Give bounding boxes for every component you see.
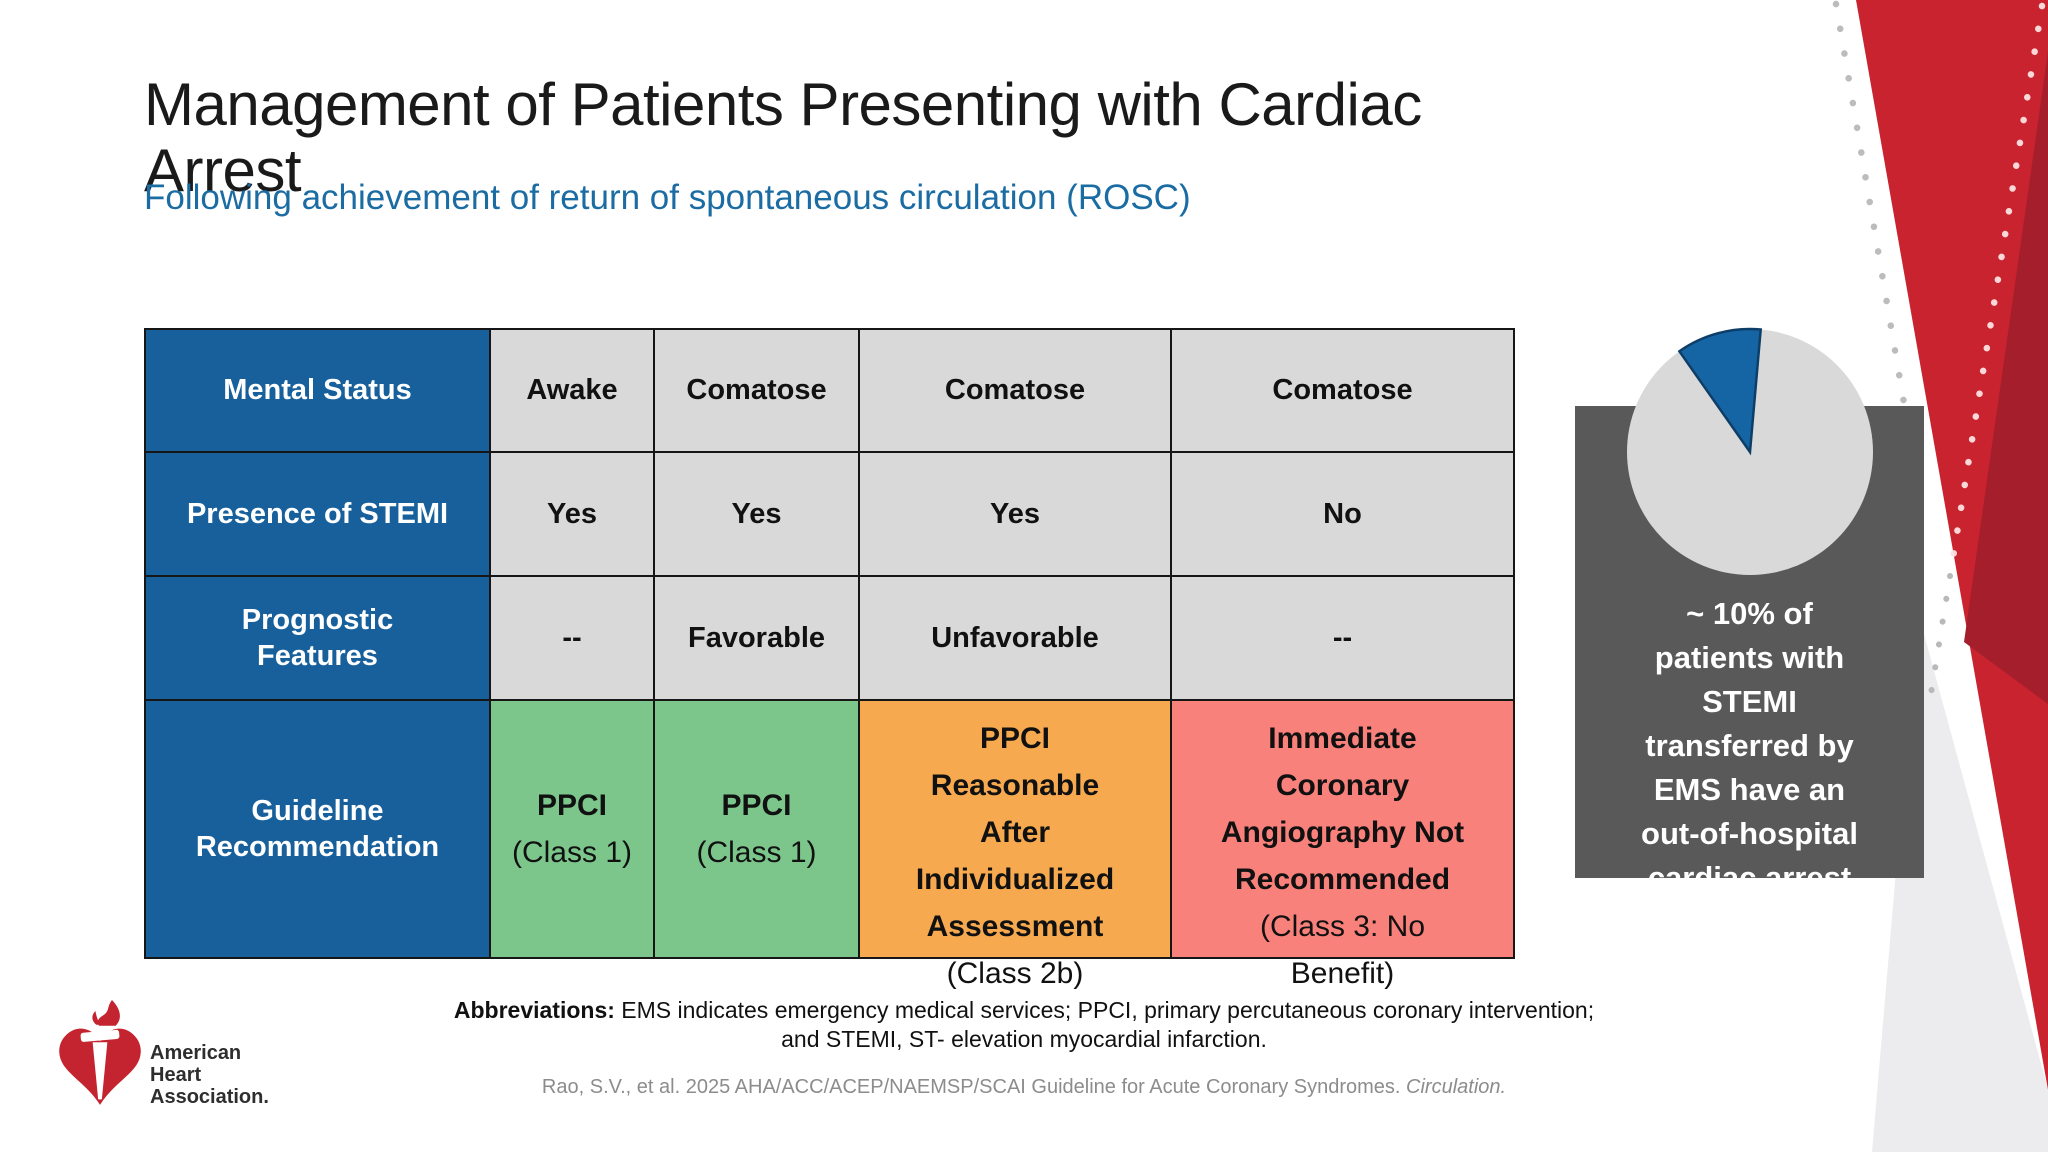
row-header-presence-of-stemi: Presence of STEMI: [146, 453, 489, 575]
row-header-guideline-recommendation: Guideline Recommendation: [146, 701, 489, 957]
citation-journal: Circulation.: [1406, 1076, 1507, 1098]
table-cell: Comatose: [655, 330, 858, 451]
recommendation-main: Immediate Coronary Angiography Not Recom…: [1220, 722, 1465, 896]
red-wedge: [1856, 0, 2048, 1090]
recommendation-main: PPCI: [721, 789, 792, 822]
dark-red-wedge: [1964, 52, 2048, 704]
table-cell: --: [1172, 577, 1513, 699]
citation-text: Rao, S.V., et al. 2025 AHA/ACC/ACEP/NAEM…: [541, 1076, 1401, 1098]
abbreviations-line2: and STEMI, ST- elevation myocardial infa…: [781, 1026, 1267, 1052]
dotted-line-left: [1832, 0, 1918, 466]
footer-citation: Rao, S.V., et al. 2025 AHA/ACC/ACEP/NAEM…: [84, 1076, 1964, 1099]
pie-chart: [1627, 327, 1873, 575]
aha-heart-torch-icon: [59, 999, 141, 1105]
table-cell: Yes: [491, 453, 653, 575]
recommendation-class: (Class 3: No Benefit): [1259, 910, 1426, 990]
table-cell: --: [491, 577, 653, 699]
page-subtitle: Following achievement of return of spont…: [144, 178, 1191, 217]
recommendation-main: PPCI Reasonable After Individualized Ass…: [915, 722, 1115, 943]
page-title: Management of Patients Presenting with C…: [144, 71, 1422, 204]
pie-slice-10pct: [1677, 327, 1763, 456]
row-header-mental-status: Mental Status: [146, 330, 489, 451]
aha-logo: American Heart Association.: [48, 992, 378, 1122]
table-cell: Comatose: [1172, 330, 1513, 451]
row-header-prognostic-features: Prognostic Features: [146, 577, 489, 699]
table-cell: Comatose: [860, 330, 1170, 451]
recommendation-cell: Immediate Coronary Angiography Not Recom…: [1172, 701, 1513, 990]
recommendation-cell: PPCI (Class 1): [655, 701, 858, 957]
table-cell: No: [1172, 453, 1513, 575]
recommendation-main: PPCI: [536, 789, 608, 822]
abbreviations-label: Abbreviations:: [453, 997, 615, 1023]
table-cell: Yes: [860, 453, 1170, 575]
recommendation-cell: PPCI Reasonable After Individualized Ass…: [860, 701, 1170, 990]
aha-logo-text: American Heart Association.: [150, 1042, 269, 1108]
table-cell: Yes: [655, 453, 858, 575]
table-cell: Awake: [491, 330, 653, 451]
recommendation-class: (Class 1): [696, 836, 817, 869]
table-cell: Unfavorable: [860, 577, 1170, 699]
footer-abbreviations: Abbreviations: EMS indicates emergency m…: [84, 996, 1964, 1054]
table-cell: Favorable: [655, 577, 858, 699]
stat-callout-text: ~ 10% of patients with STEMI transferred…: [1641, 596, 1858, 878]
recommendation-cell: PPCI (Class 1): [491, 701, 653, 957]
abbreviations-line1: Abbreviations: EMS indicates emergency m…: [453, 997, 1595, 1023]
dotted-line-right-upper: [1949, 2, 2046, 562]
recommendation-class: (Class 1): [511, 836, 632, 869]
dotted-line-right-lower: [1926, 573, 1953, 709]
management-table: Mental Status Awake Comatose Comatose Co…: [144, 328, 1515, 990]
recommendation-class: (Class 2b): [946, 957, 1084, 990]
